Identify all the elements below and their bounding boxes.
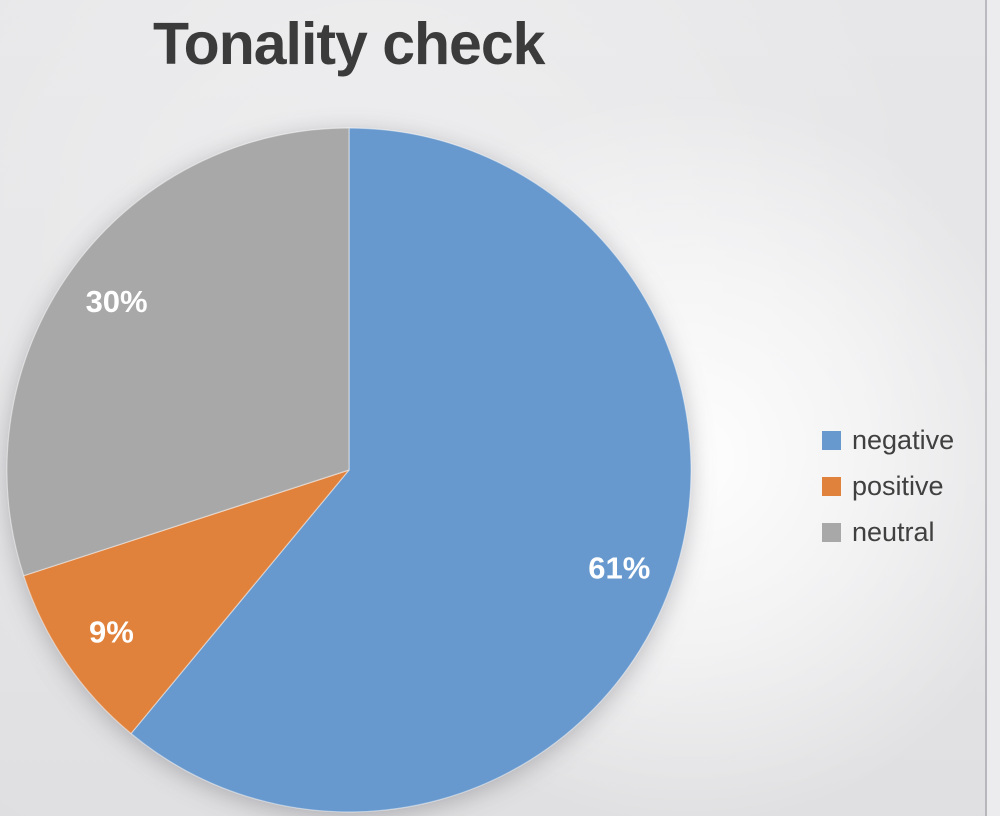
legend-label-negative: negative	[852, 424, 955, 455]
legend-item-neutral: neutral	[822, 509, 954, 555]
data-label-neutral: 30%	[86, 284, 148, 319]
pie-slice-neutral	[6, 127, 350, 577]
legend-swatch-negative	[822, 430, 841, 450]
pie-slice-negative	[130, 127, 692, 813]
legend-label-neutral: neutral	[852, 516, 935, 547]
legend-item-negative: negative	[822, 417, 954, 463]
pie-slice-positive	[23, 469, 350, 735]
data-label-negative: 61%	[588, 550, 650, 585]
data-label-positive: 9%	[89, 615, 134, 650]
legend-item-positive: positive	[822, 463, 954, 509]
legend-label-positive: positive	[852, 470, 944, 501]
screen-edge-line	[985, 0, 987, 816]
chart-legend: negative positive neutral	[822, 417, 954, 555]
legend-swatch-positive	[822, 476, 841, 496]
chart-title: Tonality check	[153, 11, 545, 77]
screen-edge-strip	[987, 0, 1000, 816]
legend-swatch-neutral	[822, 522, 841, 542]
